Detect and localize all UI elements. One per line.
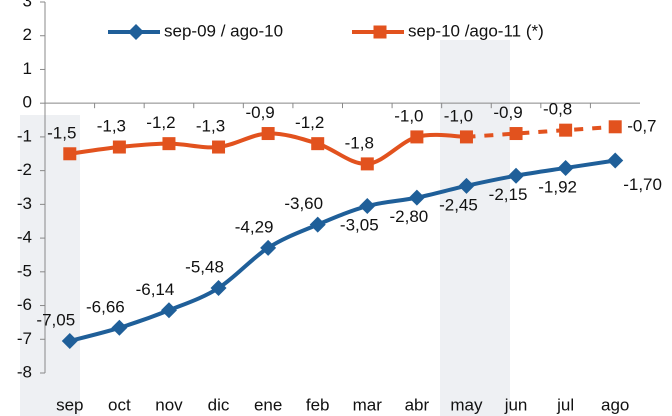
series-line: [466, 124, 616, 139]
data-label: -0,8: [543, 100, 572, 119]
y-tick-label: -6: [17, 295, 32, 314]
x-tick-label: sep: [56, 395, 83, 414]
y-tick-label: 2: [23, 25, 32, 44]
data-label: -3,60: [284, 194, 323, 213]
data-label: -1,3: [196, 117, 225, 136]
watermark: [440, 40, 510, 416]
y-tick-label: 1: [23, 59, 32, 78]
x-tick-label: nov: [155, 395, 183, 414]
x-tick-label: ene: [254, 395, 282, 414]
y-tick-label: -2: [17, 160, 32, 179]
marker: [311, 137, 325, 151]
data-label: -0,9: [245, 103, 274, 122]
x-tick-label: may: [450, 395, 483, 414]
marker: [128, 24, 144, 40]
marker: [309, 216, 326, 233]
legend-label: sep-10 /ago-11 (*): [408, 21, 544, 40]
x-tick-label: ago: [601, 395, 629, 414]
marker: [210, 280, 227, 297]
data-label: -1,0: [444, 106, 473, 125]
y-tick-label: -8: [17, 362, 32, 381]
data-label: -0,9: [493, 103, 522, 122]
data-label: -1,5: [47, 123, 76, 142]
marker: [160, 302, 177, 319]
marker: [557, 159, 574, 176]
marker: [559, 123, 573, 137]
data-label: -4,29: [235, 217, 274, 236]
marker: [410, 130, 424, 144]
y-tick-label: -4: [17, 228, 32, 247]
data-label: -2,80: [390, 207, 429, 226]
marker: [360, 157, 374, 171]
y-tick-label: 3: [23, 0, 32, 10]
data-label: -5,48: [185, 257, 224, 276]
marker: [607, 152, 624, 169]
marker: [112, 140, 126, 154]
data-label: -2,15: [489, 185, 528, 204]
data-label: -1,3: [97, 117, 126, 136]
y-tick-label: -5: [17, 261, 32, 280]
x-tick-label: jun: [504, 395, 528, 414]
y-tick-label: -1: [17, 126, 32, 145]
marker: [212, 140, 226, 154]
data-label: -0,7: [627, 116, 656, 135]
marker: [359, 198, 376, 215]
y-tick-label: -7: [17, 329, 32, 348]
marker: [373, 25, 387, 39]
marker: [61, 332, 78, 349]
data-label: -1,92: [538, 177, 577, 196]
x-tick-label: abr: [405, 395, 430, 414]
data-label: -1,8: [345, 133, 374, 152]
marker: [509, 127, 523, 141]
x-tick-label: dic: [208, 395, 230, 414]
marker: [111, 319, 128, 336]
y-tick-label: 0: [23, 93, 32, 112]
marker: [458, 177, 475, 194]
data-label: -1,2: [295, 113, 324, 132]
data-label: -2,45: [439, 195, 478, 214]
marker: [260, 239, 277, 256]
marker: [408, 189, 425, 206]
data-label: -6,66: [86, 297, 125, 316]
y-tick-label: -3: [17, 194, 32, 213]
data-label: -1,0: [394, 106, 423, 125]
marker: [162, 137, 176, 151]
data-label: -1,70: [623, 175, 662, 194]
x-tick-label: oct: [108, 395, 131, 414]
data-label: -3,05: [340, 216, 379, 235]
marker: [608, 120, 622, 134]
x-tick-label: mar: [353, 395, 383, 414]
legend-label: sep-09 / ago-10: [164, 21, 283, 40]
marker: [261, 127, 275, 141]
x-tick-label: feb: [306, 395, 330, 414]
data-label: -7,05: [36, 310, 75, 329]
marker: [459, 130, 473, 144]
x-tick-label: jul: [556, 395, 574, 414]
marker: [508, 167, 525, 184]
data-label: -1,2: [146, 113, 175, 132]
marker: [63, 147, 77, 161]
data-label: -6,14: [136, 280, 175, 299]
